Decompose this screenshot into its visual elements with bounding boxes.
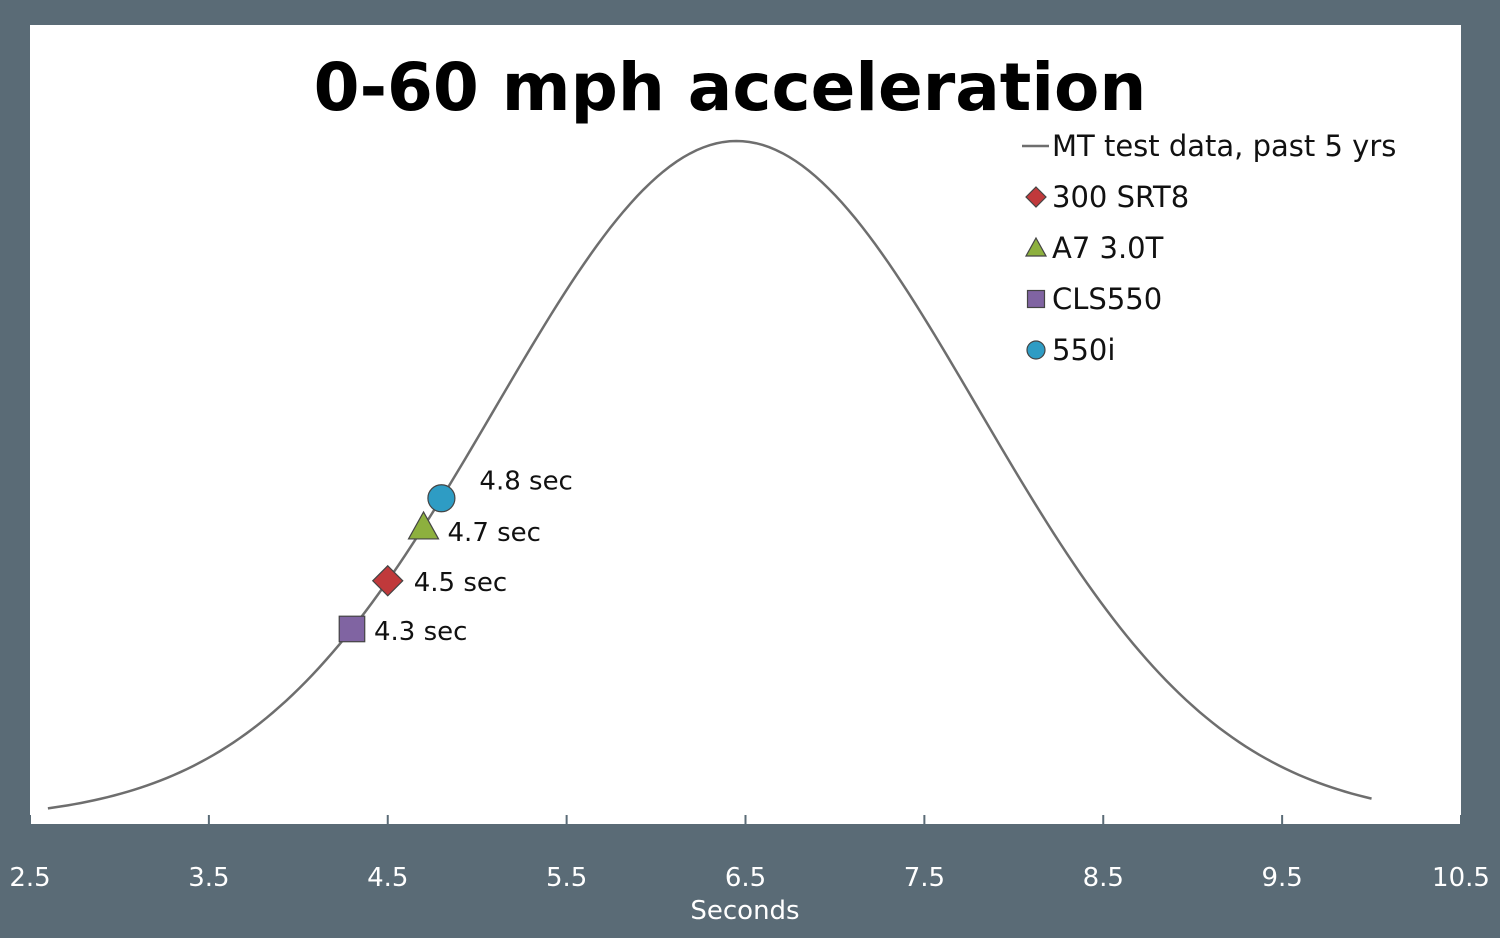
x-axis-title: Seconds [690,896,799,926]
plot-area [30,25,1461,825]
legend-entry-label: 300 SRT8 [1052,180,1189,214]
point-label: 4.7 sec [448,518,541,548]
legend-square-icon [1026,289,1046,309]
x-tick-label: 7.5 [904,863,945,893]
legend: MT test data, past 5 yrs 300 SRT8 A7 3.0T C… [1022,129,1396,367]
marker-a7-3-0t [407,510,440,540]
marker-550i [427,484,456,513]
point-label: 4.8 sec [479,466,572,496]
x-tick-label: 2.5 [9,863,50,893]
x-tick-label: 6.5 [725,863,766,893]
legend-entry-label: CLS550 [1052,282,1162,316]
legend-circle-icon [1026,340,1046,360]
legend-entry-label: 550i [1052,333,1115,367]
legend-diamond-icon [1025,186,1047,208]
chart-title: 0-60 mph acceleration [314,49,1147,126]
legend-triangle-icon [1024,236,1048,257]
x-tick-label: 5.5 [546,863,587,893]
x-tick-label: 9.5 [1261,863,1302,893]
x-tick-label: 10.5 [1432,863,1490,893]
x-tick-label: 8.5 [1083,863,1124,893]
legend-entry-label: MT test data, past 5 yrs [1052,129,1396,163]
marker-300-srt8 [371,564,404,597]
marker-cls550 [338,615,366,643]
x-tick-label: 3.5 [188,863,229,893]
point-label: 4.5 sec [414,568,507,598]
x-axis: 2.5 3.5 4.5 5.5 6.5 7.5 8.5 9.5 10.5 [9,815,1490,893]
data-points: 4.5 sec 4.7 sec 4.3 sec 4.8 sec [338,466,573,647]
curve-mt-test-data [47,139,1372,810]
x-tick-label: 4.5 [367,863,408,893]
legend-entry-label: A7 3.0T [1052,231,1164,265]
point-label: 4.3 sec [374,617,467,647]
